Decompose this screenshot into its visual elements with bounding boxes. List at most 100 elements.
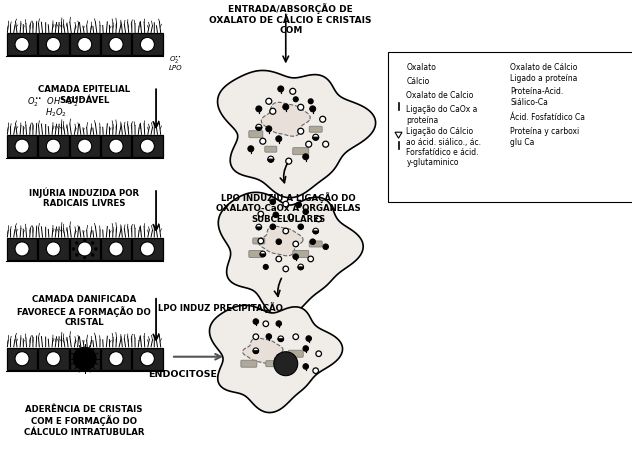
Text: Proteína y carboxi
glu Ca: Proteína y carboxi glu Ca [510, 127, 580, 146]
Circle shape [298, 105, 304, 111]
Circle shape [308, 100, 313, 105]
Circle shape [268, 157, 274, 163]
Circle shape [266, 127, 272, 133]
Circle shape [78, 242, 92, 257]
Wedge shape [278, 339, 284, 342]
Text: CAMADA EPITELIAL
SAUDÁVEL: CAMADA EPITELIAL SAUDÁVEL [38, 85, 130, 105]
Circle shape [263, 321, 269, 327]
Text: Oxalato de Calcio: Oxalato de Calcio [406, 91, 474, 100]
FancyBboxPatch shape [38, 34, 68, 56]
Circle shape [298, 129, 304, 135]
FancyBboxPatch shape [38, 136, 68, 158]
Circle shape [303, 364, 308, 369]
FancyBboxPatch shape [309, 127, 322, 133]
Circle shape [293, 241, 298, 247]
Circle shape [109, 38, 123, 52]
Circle shape [253, 348, 258, 354]
FancyBboxPatch shape [253, 239, 265, 245]
Circle shape [256, 225, 262, 230]
Polygon shape [209, 306, 343, 413]
Text: Ligação do CaOx a
proteína: Ligação do CaOx a proteína [406, 105, 478, 124]
Circle shape [298, 224, 303, 230]
FancyBboxPatch shape [70, 136, 100, 158]
Circle shape [91, 254, 94, 257]
Circle shape [83, 240, 86, 242]
Wedge shape [395, 93, 402, 96]
Circle shape [316, 217, 322, 222]
Circle shape [310, 106, 316, 112]
Circle shape [258, 212, 264, 218]
Circle shape [499, 56, 505, 61]
Circle shape [395, 142, 402, 149]
Circle shape [270, 224, 276, 230]
Text: Ácid. Fosfatídico Ca: Ácid. Fosfatídico Ca [510, 113, 585, 122]
Circle shape [264, 265, 269, 270]
Circle shape [260, 139, 266, 145]
Text: INJÚRIA INDUZIDA POR
RADICAIS LIVRES: INJÚRIA INDUZIDA POR RADICAIS LIVRES [29, 187, 139, 207]
Circle shape [276, 240, 282, 245]
Circle shape [46, 38, 61, 52]
FancyBboxPatch shape [70, 34, 100, 56]
Circle shape [46, 352, 61, 366]
Circle shape [46, 140, 61, 154]
Circle shape [75, 254, 78, 257]
Circle shape [499, 79, 505, 85]
Text: CAMADA DANIFICADA
FAVORECE A FORMAÇÃO DO
CRISTAL: CAMADA DANIFICADA FAVORECE A FORMAÇÃO DO… [17, 294, 151, 326]
Circle shape [270, 200, 276, 205]
Polygon shape [218, 193, 363, 317]
Circle shape [499, 86, 505, 92]
FancyBboxPatch shape [38, 239, 68, 260]
FancyBboxPatch shape [7, 34, 37, 56]
Circle shape [109, 140, 123, 154]
FancyBboxPatch shape [38, 348, 68, 370]
Circle shape [499, 62, 505, 68]
FancyBboxPatch shape [70, 348, 100, 370]
Circle shape [140, 38, 154, 52]
Circle shape [266, 334, 272, 340]
Circle shape [396, 120, 401, 126]
Circle shape [308, 257, 313, 262]
Circle shape [72, 248, 75, 251]
Circle shape [283, 105, 289, 111]
Text: $H_2O_2$: $H_2O_2$ [46, 106, 67, 118]
Circle shape [293, 254, 298, 260]
Circle shape [15, 38, 29, 52]
Wedge shape [313, 138, 319, 141]
Polygon shape [258, 227, 303, 256]
Circle shape [75, 242, 78, 245]
Wedge shape [256, 228, 262, 230]
Circle shape [253, 334, 258, 340]
Circle shape [286, 159, 292, 165]
Wedge shape [256, 128, 262, 131]
Circle shape [266, 99, 272, 105]
FancyBboxPatch shape [132, 239, 162, 260]
Wedge shape [268, 160, 274, 163]
Polygon shape [217, 71, 375, 198]
FancyBboxPatch shape [288, 351, 303, 358]
Circle shape [499, 130, 505, 135]
Circle shape [274, 352, 298, 376]
Text: Proteína-Acid.
Siálico-Ca: Proteína-Acid. Siálico-Ca [510, 87, 564, 106]
FancyBboxPatch shape [101, 34, 131, 56]
Text: ENDOCITOSE: ENDOCITOSE [149, 369, 217, 378]
FancyBboxPatch shape [132, 136, 162, 158]
FancyBboxPatch shape [293, 251, 308, 258]
FancyBboxPatch shape [249, 131, 263, 139]
Circle shape [306, 336, 312, 341]
Circle shape [15, 140, 29, 154]
FancyBboxPatch shape [293, 148, 308, 155]
Circle shape [109, 242, 123, 257]
Circle shape [499, 69, 505, 75]
Circle shape [316, 351, 322, 357]
Circle shape [283, 202, 289, 207]
Circle shape [303, 210, 308, 215]
Circle shape [276, 321, 282, 327]
Circle shape [248, 146, 254, 152]
Circle shape [46, 242, 61, 257]
Circle shape [313, 229, 319, 234]
Circle shape [276, 257, 282, 262]
Circle shape [303, 346, 308, 352]
Circle shape [323, 142, 329, 148]
Circle shape [260, 252, 265, 257]
Circle shape [293, 98, 298, 102]
